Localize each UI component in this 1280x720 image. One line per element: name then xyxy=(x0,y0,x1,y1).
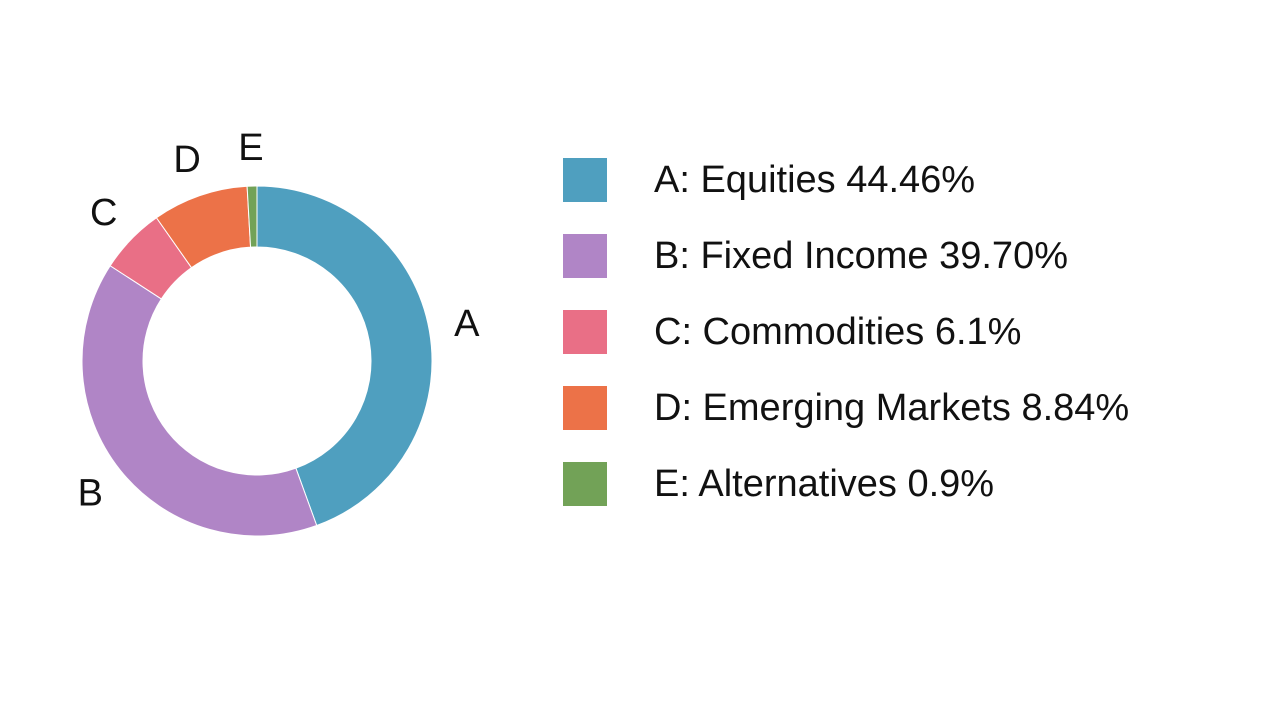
slice-label-c: C xyxy=(90,192,117,234)
legend-label: D: Emerging Markets 8.84% xyxy=(654,387,1130,429)
legend-swatch xyxy=(563,234,607,278)
legend-label: C: Commodities 6.1% xyxy=(654,311,1022,353)
slice-label-a: A xyxy=(454,303,480,345)
legend-swatch xyxy=(563,462,607,506)
legend-label: E: Alternatives 0.9% xyxy=(654,463,995,505)
slice-e xyxy=(246,185,258,248)
slice-b xyxy=(81,265,318,537)
legend-label: A: Equities 44.46% xyxy=(654,159,976,201)
legend-swatch xyxy=(563,386,607,430)
legend-swatch xyxy=(563,158,607,202)
donut-plot: A B C D E xyxy=(78,127,480,537)
legend-item-c: C: Commodities 6.1% xyxy=(563,310,1263,354)
legend-item-d: D: Emerging Markets 8.84% xyxy=(563,386,1263,430)
slice-a xyxy=(256,185,433,527)
slice-label-b: B xyxy=(78,473,103,515)
slice-label-e: E xyxy=(238,127,263,169)
slice-label-d: D xyxy=(173,139,200,181)
legend-item-a: A: Equities 44.46% xyxy=(563,158,1263,202)
legend: A: Equities 44.46% B: Fixed Income 39.70%… xyxy=(563,158,1263,538)
legend-item-e: E: Alternatives 0.9% xyxy=(563,462,1263,506)
legend-swatch xyxy=(563,310,607,354)
legend-label: B: Fixed Income 39.70% xyxy=(654,235,1068,277)
legend-item-b: B: Fixed Income 39.70% xyxy=(563,234,1263,278)
